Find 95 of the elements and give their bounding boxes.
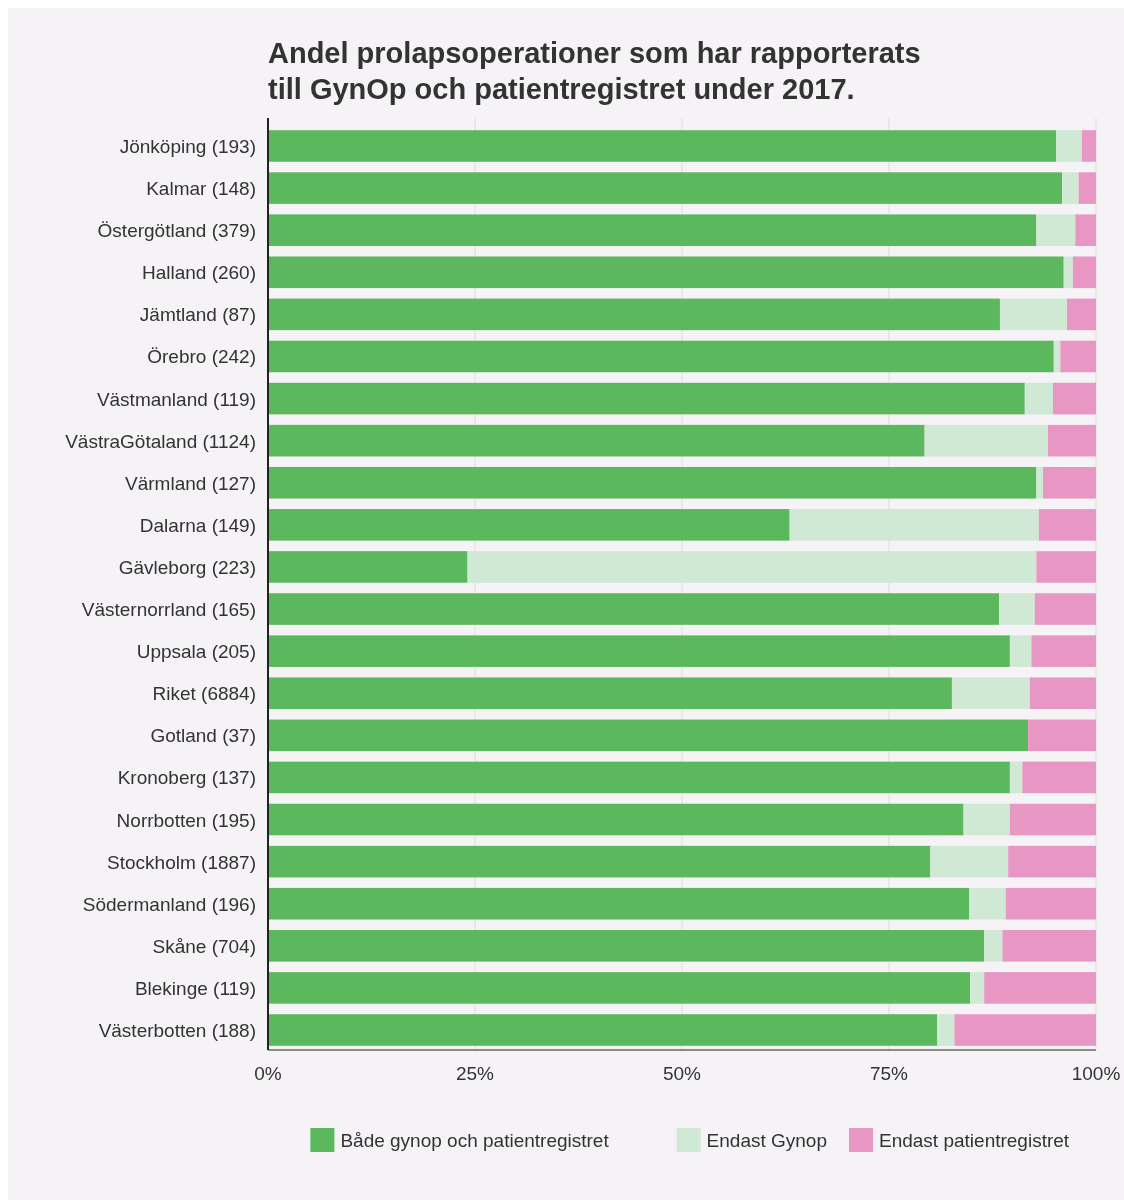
bar bbox=[268, 466, 1037, 499]
bar bbox=[951, 677, 1030, 710]
bar bbox=[999, 593, 1035, 625]
y-tick-label: Jönköping (193) bbox=[119, 136, 256, 157]
bar bbox=[268, 172, 1063, 204]
bar bbox=[984, 972, 1096, 1004]
bar bbox=[1081, 130, 1096, 162]
bar bbox=[954, 1014, 1096, 1046]
bar bbox=[1063, 256, 1073, 289]
bar bbox=[1022, 761, 1096, 794]
bar bbox=[268, 845, 931, 878]
legend-label: Både gynop och patientregistret bbox=[340, 1130, 610, 1151]
bar bbox=[1060, 340, 1096, 373]
bar bbox=[268, 551, 468, 583]
bar bbox=[268, 677, 952, 710]
x-tick-label: 100% bbox=[1071, 1063, 1121, 1084]
y-tick-label: Västerbotten (188) bbox=[98, 1020, 256, 1041]
bar bbox=[1034, 593, 1096, 625]
y-tick-label: VästraGötaland (1124) bbox=[65, 430, 256, 452]
bar bbox=[268, 340, 1054, 373]
bar bbox=[467, 551, 1037, 583]
y-tick-label: Stockholm (1887) bbox=[107, 851, 256, 873]
bar bbox=[268, 424, 925, 457]
y-tick-label: Gävleborg (223) bbox=[118, 556, 256, 578]
bar bbox=[1031, 635, 1096, 667]
legend-label: Endast Gynop bbox=[706, 1130, 828, 1151]
bar bbox=[789, 509, 1039, 541]
bar bbox=[268, 719, 1029, 752]
bar bbox=[1062, 172, 1079, 204]
y-tick-label: Halland (260) bbox=[141, 262, 256, 284]
bar bbox=[1047, 424, 1096, 457]
y-tick-label: Östergötland (379) bbox=[97, 220, 256, 242]
y-tick-label: Örebro (242) bbox=[147, 346, 256, 368]
bar bbox=[963, 803, 1010, 836]
y-tick-label: Västmanland (119) bbox=[96, 388, 256, 410]
x-tick-label: 50% bbox=[662, 1063, 702, 1084]
bar bbox=[1008, 845, 1096, 878]
bar bbox=[1009, 761, 1023, 794]
y-tick-label: Gotland (37) bbox=[150, 725, 256, 747]
bar bbox=[268, 382, 1025, 415]
bar bbox=[1036, 214, 1076, 246]
bar bbox=[970, 972, 985, 1004]
bar bbox=[924, 424, 1048, 457]
bar bbox=[1072, 256, 1096, 289]
y-tick-label: Blekinge (119) bbox=[134, 977, 256, 999]
bar bbox=[1005, 887, 1096, 920]
bar bbox=[1036, 466, 1043, 499]
bar bbox=[969, 887, 1006, 920]
bar bbox=[268, 256, 1064, 289]
bar bbox=[268, 803, 964, 836]
x-tick-label: 0% bbox=[254, 1063, 282, 1084]
legend-label: Endast patientregistret bbox=[879, 1130, 1070, 1151]
bar bbox=[268, 214, 1037, 246]
x-tick-label: 75% bbox=[869, 1063, 909, 1084]
bar bbox=[1038, 509, 1096, 541]
bar bbox=[268, 593, 1000, 625]
bar bbox=[1043, 466, 1096, 499]
bar bbox=[1036, 551, 1096, 583]
bar bbox=[268, 972, 971, 1004]
chart-title: Andel prolapsoperationer som har rapporterats till GynOp och patientregistret under 2017. bbox=[268, 37, 921, 105]
bar bbox=[1009, 635, 1032, 667]
bar bbox=[1078, 172, 1096, 204]
y-tick-label: Västernorrland (165) bbox=[81, 599, 256, 621]
bar bbox=[1009, 803, 1096, 836]
x-tick-label: 25% bbox=[455, 1063, 495, 1084]
bar bbox=[1028, 719, 1096, 752]
y-tick-label: Värmland (127) bbox=[125, 472, 256, 494]
bar bbox=[937, 1014, 955, 1046]
y-tick-label: Skåne (704) bbox=[152, 935, 256, 957]
bar bbox=[268, 761, 1010, 794]
bar bbox=[984, 930, 1003, 962]
bar bbox=[268, 509, 790, 541]
bar bbox=[1052, 382, 1096, 415]
bar bbox=[1075, 214, 1096, 246]
y-tick-label: Kronoberg (137) bbox=[117, 767, 256, 789]
bar bbox=[268, 298, 1000, 331]
bar bbox=[268, 130, 1057, 162]
y-tick-label: Riket (6884) bbox=[152, 683, 256, 705]
y-tick-label: Uppsala (205) bbox=[136, 641, 256, 663]
bar bbox=[1029, 677, 1096, 710]
bar bbox=[1024, 382, 1053, 415]
y-tick-label: Jämtland (87) bbox=[139, 304, 256, 326]
y-tick-label: Kalmar (148) bbox=[146, 178, 256, 200]
bar bbox=[268, 1014, 938, 1046]
bar bbox=[1067, 298, 1096, 331]
y-tick-label: Dalarna (149) bbox=[139, 514, 256, 536]
bar bbox=[268, 930, 985, 962]
bar bbox=[268, 635, 1010, 667]
y-tick-label: Södermanland (196) bbox=[82, 893, 256, 915]
y-tick-label: Norrbotten (195) bbox=[116, 809, 256, 831]
bar bbox=[1002, 930, 1096, 962]
bar bbox=[999, 298, 1068, 331]
bar bbox=[268, 887, 970, 920]
bar bbox=[1056, 130, 1082, 162]
bar bbox=[930, 845, 1009, 878]
